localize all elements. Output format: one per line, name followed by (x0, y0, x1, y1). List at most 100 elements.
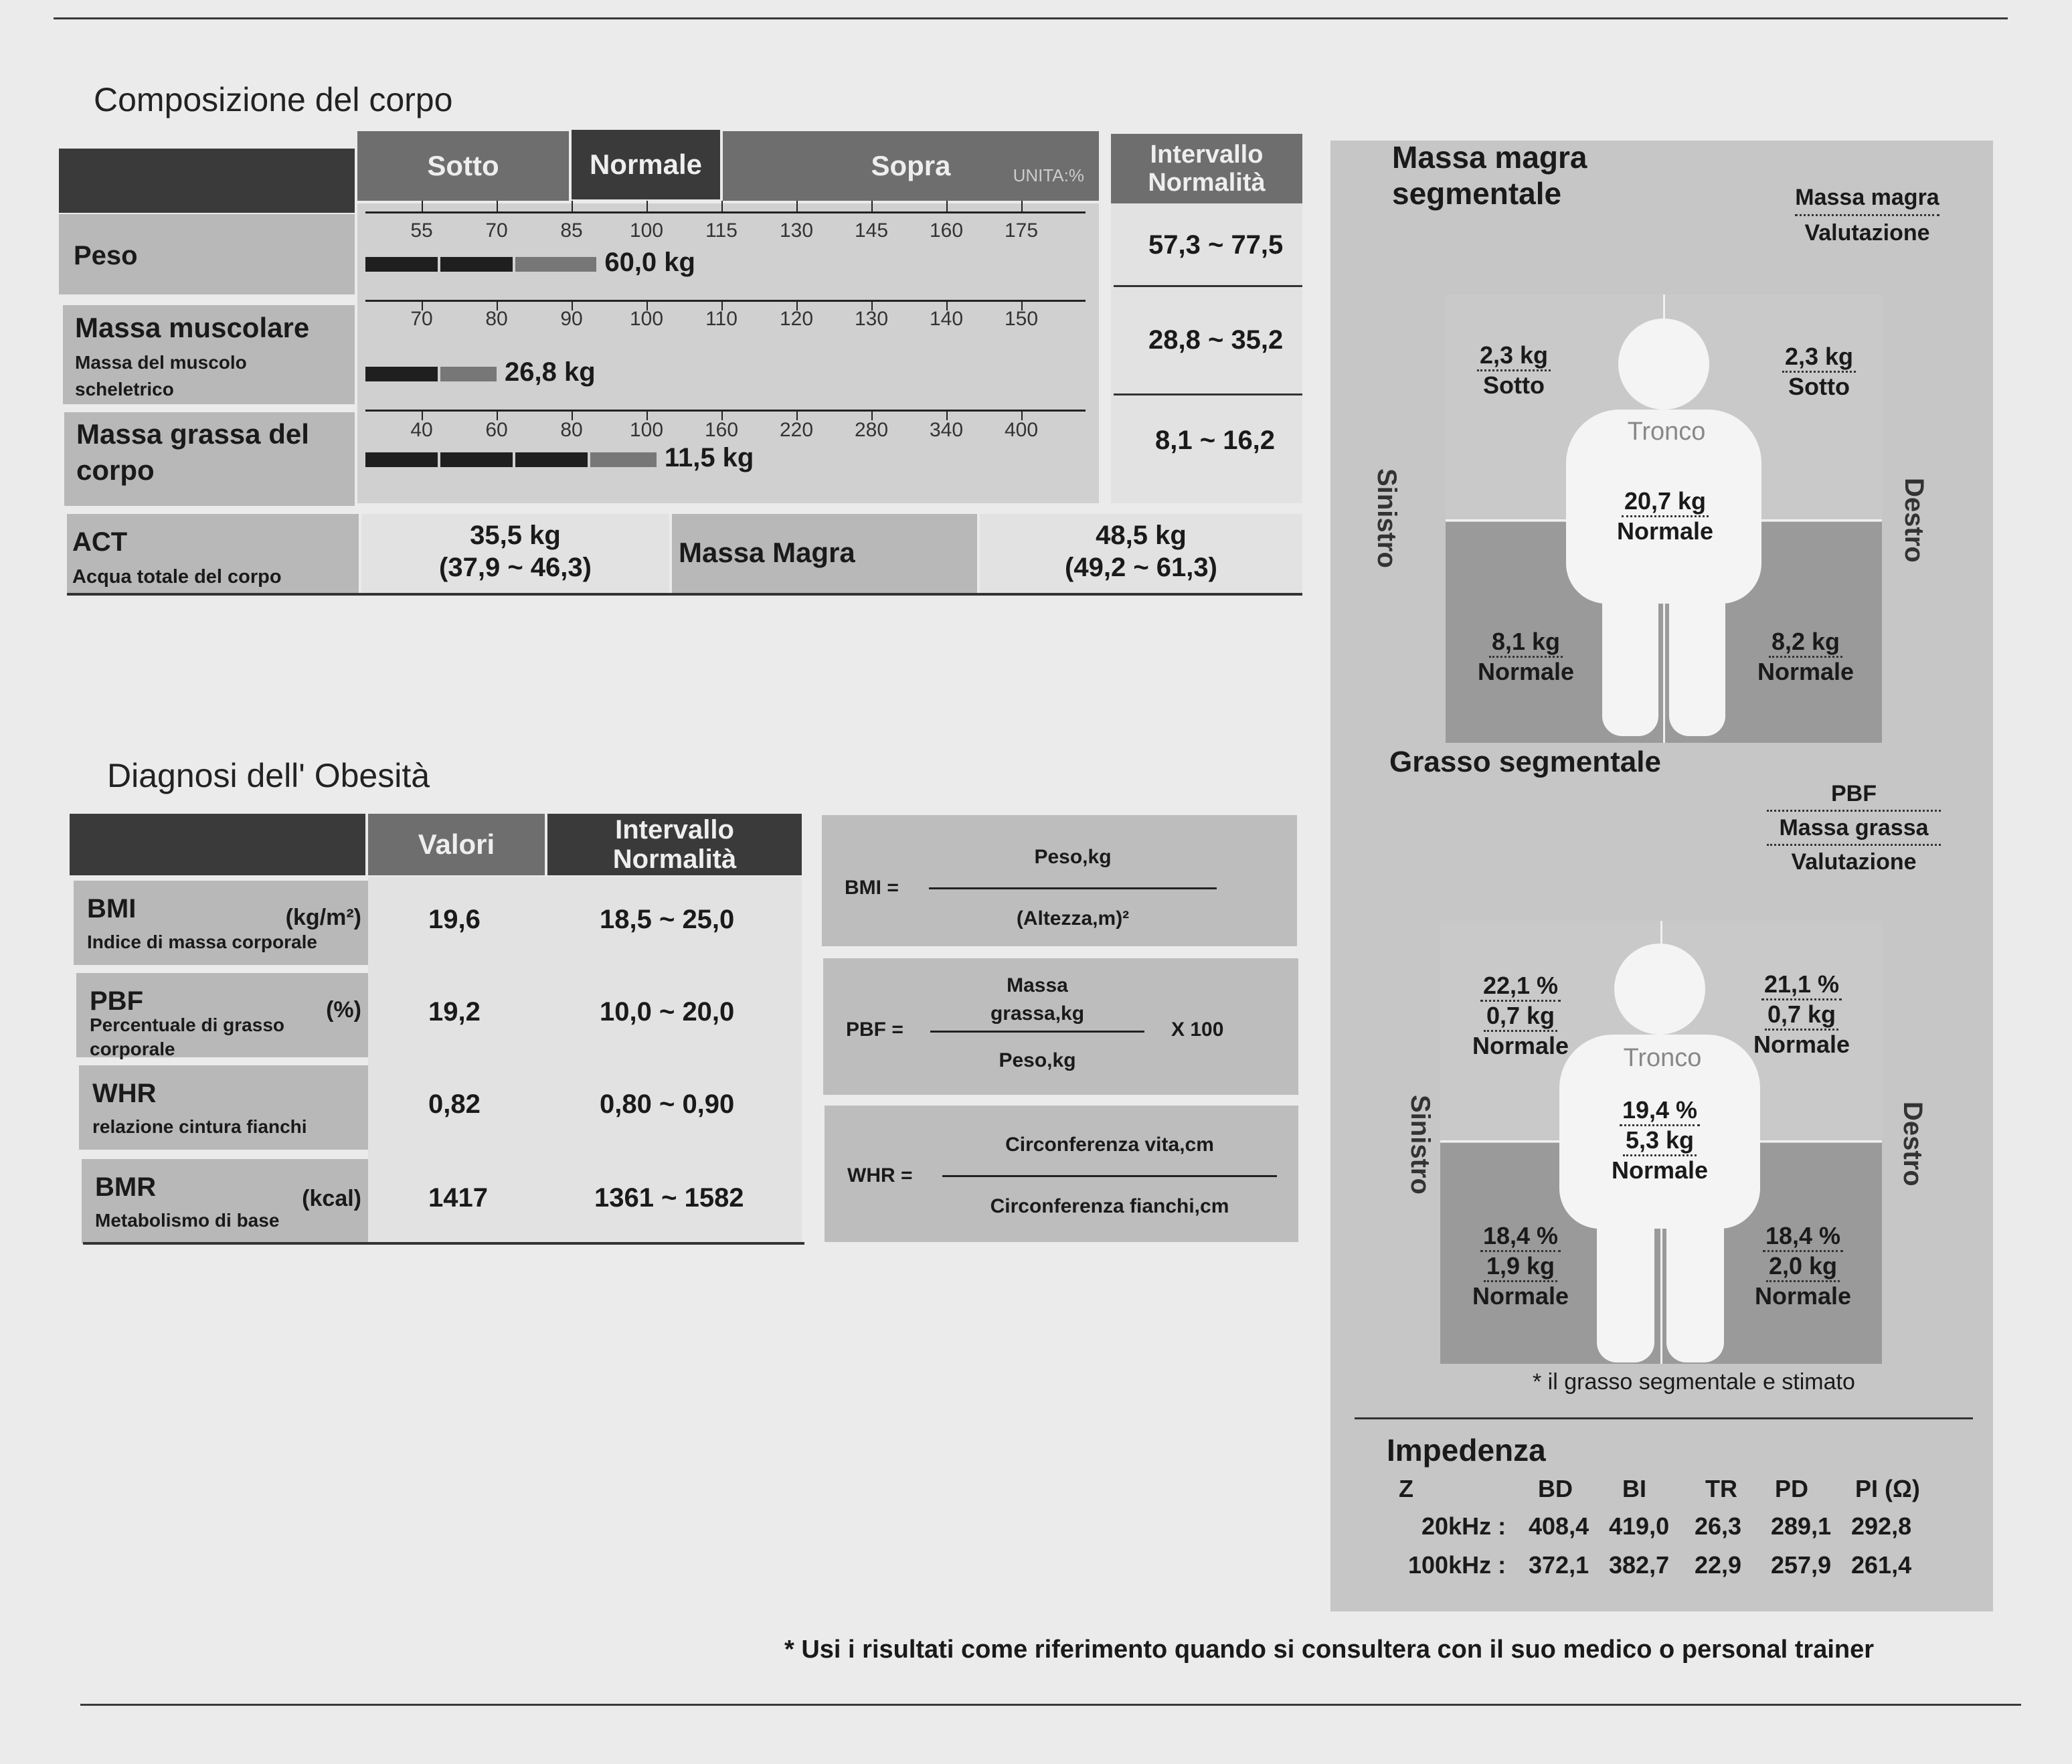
lean-label-cell: Massa Magra (672, 514, 977, 594)
pbf-formula-num1: Massa (1007, 974, 1068, 996)
lean-label: Massa Magra (679, 537, 855, 568)
scale-tick-label: 100 (629, 419, 664, 441)
fat-trunk-eval: Normale (1611, 1156, 1709, 1184)
scale-line (365, 211, 1086, 213)
scale-tick-label: 160 (704, 419, 739, 441)
composition-title: Composizione del corpo (94, 81, 453, 118)
lean-person-leg-right (1669, 589, 1725, 736)
row-label-fat: Massa grassa del corpo (64, 412, 355, 506)
impedance-column-header: Z (1399, 1475, 1413, 1502)
scale-tick (946, 410, 948, 420)
act-sublabel: Acqua totale del corpo (72, 566, 282, 588)
fat-trunk-pct: 19,4 % (1619, 1096, 1701, 1126)
lean-trunk-label: Tronco (1627, 418, 1706, 446)
whr-formula-line (942, 1175, 1277, 1177)
lean-right-side-label: Destro (1899, 478, 1929, 563)
lean-legend-mass: Massa magra (1795, 181, 1939, 216)
scale-tick (497, 410, 498, 420)
fat-right-arm-kg: 0,7 kg (1764, 1000, 1839, 1031)
impedance-value: 261,4 (1851, 1551, 1912, 1579)
lean-trunk-eval: Normale (1616, 517, 1714, 545)
obesity-header-range: Intervallo Normalità (547, 814, 802, 875)
act-bottom-rule (67, 593, 1302, 596)
obesity-row-value: 1417 (428, 1183, 488, 1213)
lean-trunk: 20,7 kg Normale (1617, 487, 1713, 545)
impedance-value: 419,0 (1609, 1512, 1670, 1540)
impedance-frequency: 20kHz : (1421, 1512, 1506, 1540)
obesity-row-value: 19,6 (428, 905, 481, 934)
bar-tip (440, 367, 497, 381)
obesity-title: Diagnosi dell' Obesità (107, 757, 430, 794)
impedance-column-header: TR (1705, 1475, 1737, 1502)
obesity-row-range: 18,5 ~ 25,0 (600, 905, 735, 934)
scale-tick (646, 201, 648, 211)
muscle-sublabel: Massa del muscolo scheletrico (75, 352, 247, 400)
scale-tick (497, 201, 498, 211)
lean-person-head (1618, 319, 1709, 410)
scale-line (365, 300, 1086, 302)
obesity-row-label: WHR (92, 1079, 157, 1108)
pbf-formula-line (930, 1031, 1144, 1033)
lean-left-arm-eval: Sotto (1483, 371, 1545, 399)
bmi-formula: BMI = Peso,kg (Altezza,m)² (822, 815, 1297, 946)
lean-seg-title-2: segmentale (1392, 176, 1562, 211)
scale-tick-label: 100 (629, 308, 664, 330)
scale-tick-label: 140 (929, 308, 964, 330)
fat-right-leg: 18,4 % 2,0 kg Normale (1755, 1222, 1851, 1310)
fat-right-arm-pct: 21,1 % (1761, 970, 1842, 1000)
lean-left-leg-kg: 8,1 kg (1488, 628, 1563, 658)
obesity-row-sublabel: relazione cintura fianchi (92, 1116, 307, 1137)
header-sopra: Sopra UNITA:% (723, 131, 1099, 201)
lean-right-leg-eval: Normale (1757, 658, 1854, 685)
scale-tick (796, 410, 798, 420)
composition-header-blank (59, 149, 355, 213)
obesity-row-range: 1361 ~ 1582 (594, 1183, 744, 1213)
scale-tick-label: 100 (629, 219, 664, 242)
fat-legend-pbf: PBF (1767, 778, 1941, 812)
fat-left-arm-eval: Normale (1472, 1032, 1569, 1059)
act-range: (37,9 ~ 46,3) (439, 553, 592, 582)
lean-range: (49,2 ~ 61,3) (1065, 553, 1217, 582)
scale-line (365, 410, 1086, 412)
composition-range-col (1111, 203, 1302, 503)
bar-value: 11,5 kg (664, 443, 754, 472)
scale-tick-label: 160 (929, 219, 964, 242)
row-label-muscle: Massa muscolare Massa del muscolo schele… (63, 305, 355, 404)
whr-formula-num: Circonferenza vita,cm (1005, 1134, 1214, 1156)
scale-tick-label: 150 (1004, 308, 1039, 330)
scale-tick (1021, 300, 1023, 311)
scale-tick (646, 300, 648, 311)
bar-segment (440, 452, 513, 467)
obesity-header-values: Valori (368, 814, 545, 875)
lean-value: 48,5 kg (1096, 521, 1187, 550)
lean-right-arm-kg: 2,3 kg (1782, 343, 1857, 373)
obesity-header-blank (70, 814, 365, 875)
bar-segment (365, 257, 438, 272)
scale-tick-label: 85 (560, 219, 583, 242)
obesity-row-sublabel: Metabolismo di base (95, 1210, 280, 1231)
scale-tick-label: 70 (410, 308, 433, 330)
act-value-cell: 35,5 kg (37,9 ~ 46,3) (361, 514, 669, 594)
impedance-value: 26,3 (1695, 1512, 1742, 1540)
fat-right-leg-pct: 18,4 % (1762, 1222, 1844, 1252)
obesity-row-label: PBF (90, 986, 143, 1016)
bar-segment (365, 367, 438, 381)
header-range: Intervallo Normalità (1111, 134, 1302, 203)
fat-trunk: 19,4 % 5,3 kg Normale (1612, 1096, 1708, 1184)
fat-person-head (1614, 944, 1705, 1035)
act-value: 35,5 kg (470, 521, 561, 550)
scale-tick (796, 201, 798, 211)
fat-right-side-label: Destro (1898, 1101, 1927, 1186)
scale-tick-label: 120 (779, 308, 814, 330)
lean-seg-title-1: Massa magra (1392, 140, 1587, 175)
range-fat: 8,1 ~ 16,2 (1155, 426, 1276, 455)
lean-seg-legend: Massa magra Valutazione (1767, 181, 1968, 250)
scale-tick-label: 40 (410, 419, 433, 441)
obesity-row-label-cell: WHR relazione cintura fianchi (79, 1065, 368, 1150)
scale-tick-label: 340 (929, 419, 964, 441)
obesity-row-range: 0,80 ~ 0,90 (600, 1089, 735, 1119)
scale-tick (946, 201, 948, 211)
bmi-formula-num: Peso,kg (1034, 846, 1112, 868)
obesity-row-unit: (kcal) (302, 1186, 361, 1211)
pbf-formula-num2: grassa,kg (990, 1002, 1085, 1025)
